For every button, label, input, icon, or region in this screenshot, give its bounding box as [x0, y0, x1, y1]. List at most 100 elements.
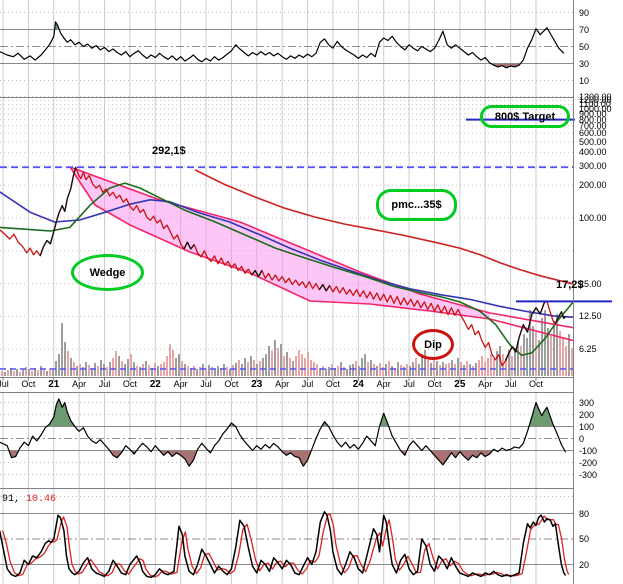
- volume-bar: [157, 366, 159, 376]
- volume-bar: [274, 340, 276, 376]
- volume-bar: [358, 366, 360, 376]
- volume-bar: [79, 364, 81, 376]
- volume-bar: [367, 362, 369, 376]
- osc-oversold-fill: [159, 450, 198, 467]
- volume-bar: [115, 351, 117, 376]
- volume-bar: [505, 358, 507, 376]
- volume-bar: [337, 366, 339, 376]
- volume-bar: [232, 365, 234, 376]
- osc-oversold-fill: [281, 450, 312, 467]
- volume-bar: [433, 357, 435, 376]
- x-axis-label: Jul: [98, 379, 111, 389]
- osc-oversold-fill: [430, 450, 493, 465]
- x-axis-label: Apr: [275, 379, 290, 389]
- volume-bar: [61, 323, 63, 376]
- x-axis-label: Oct: [224, 379, 239, 389]
- momentum-line: [0, 21, 565, 69]
- x-axis-label: Oct: [122, 379, 137, 389]
- volume-bar: [76, 366, 78, 376]
- volume-bar: [301, 354, 303, 376]
- volume-bar: [469, 364, 471, 376]
- volume-bar: [289, 358, 291, 376]
- volume-bar: [160, 364, 162, 376]
- volume-bar: [343, 367, 345, 376]
- y-axis-label: 1100.00: [579, 99, 611, 110]
- ma-blue: [0, 191, 574, 318]
- volume-bar: [196, 369, 198, 376]
- volume-bar: [19, 372, 21, 376]
- volume-bar: [40, 366, 42, 376]
- volume-bar: [472, 366, 474, 376]
- target-annotation-box: 800$ Target: [480, 105, 570, 128]
- ma-green: [0, 182, 574, 357]
- volume-bar: [454, 364, 456, 376]
- volume-bar: [244, 358, 246, 376]
- y-axis-label: 700.00: [579, 120, 607, 131]
- volume-bar: [250, 356, 252, 376]
- volume-bar: [211, 367, 213, 376]
- volume-bar: [388, 361, 390, 376]
- x-axis-label: Jul: [504, 379, 517, 389]
- x-axis-label: Oct: [427, 379, 442, 389]
- volume-bar: [64, 342, 66, 376]
- osc-overbought-fill: [528, 402, 554, 427]
- volume-bar: [550, 336, 552, 376]
- volume-bar: [463, 365, 465, 376]
- volume-bar: [391, 366, 393, 376]
- volume-bar: [190, 368, 192, 376]
- volume-bar: [271, 351, 273, 376]
- volume-bar: [481, 356, 483, 376]
- y-axis-label: 600.00: [579, 128, 607, 139]
- x-axis-label: 23: [251, 379, 263, 390]
- volume-bar: [214, 369, 216, 376]
- x-axis-label: Oct: [21, 379, 36, 389]
- volume-bar: [571, 348, 573, 376]
- osc-overbought-fill: [379, 413, 389, 427]
- y-axis-label: 10: [579, 75, 590, 86]
- volume-bar: [385, 364, 387, 376]
- y-axis-label: -200: [579, 457, 598, 468]
- volume-bar: [277, 348, 279, 376]
- volume-bar: [457, 358, 459, 376]
- volume-bar: [418, 364, 420, 376]
- support-level-annotation: 17,2$: [556, 279, 584, 291]
- volume-bar: [49, 368, 51, 376]
- volume-bar: [376, 366, 378, 376]
- x-axis-label: Jul: [403, 379, 415, 389]
- volume-bar: [400, 365, 402, 376]
- volume-bar: [82, 367, 84, 376]
- volume-bar: [223, 364, 225, 376]
- volume-bar: [499, 346, 501, 376]
- stochastic-line: [0, 511, 567, 579]
- volume-bar: [544, 310, 546, 376]
- y-axis-label: 12.50: [579, 311, 602, 322]
- y-axis-label: 900.00: [579, 108, 607, 119]
- volume-bar: [43, 369, 45, 376]
- volume-bar: [514, 348, 516, 376]
- volume-bar: [526, 338, 528, 376]
- volume-bar: [262, 358, 264, 376]
- volume-bar: [151, 368, 153, 376]
- oscillator-line: [0, 398, 567, 467]
- y-axis-label: -300: [579, 469, 598, 480]
- volume-bar: [556, 314, 558, 376]
- volume-bar: [91, 368, 93, 376]
- stochastic-readout-red: 10.46: [26, 494, 57, 505]
- y-axis-label: 20: [579, 559, 590, 570]
- volume-bar: [304, 358, 306, 376]
- volume-bar: [445, 364, 447, 376]
- target-annotation-label: 800$ Target: [494, 110, 556, 123]
- y-axis-label: 500.00: [579, 136, 607, 147]
- volume-bar: [361, 358, 363, 376]
- volume-bar: [397, 362, 399, 376]
- volume-bar: [406, 364, 408, 376]
- volume-bar: [112, 358, 114, 376]
- volume-bar: [106, 367, 108, 376]
- volume-bar: [52, 370, 54, 376]
- long-ma-red: [194, 169, 574, 285]
- dip-annotation-label: Dip: [424, 338, 442, 351]
- volume-bar: [28, 369, 30, 376]
- volume-bar: [565, 346, 567, 376]
- volume-bar: [268, 346, 270, 376]
- volume-bar: [331, 364, 333, 376]
